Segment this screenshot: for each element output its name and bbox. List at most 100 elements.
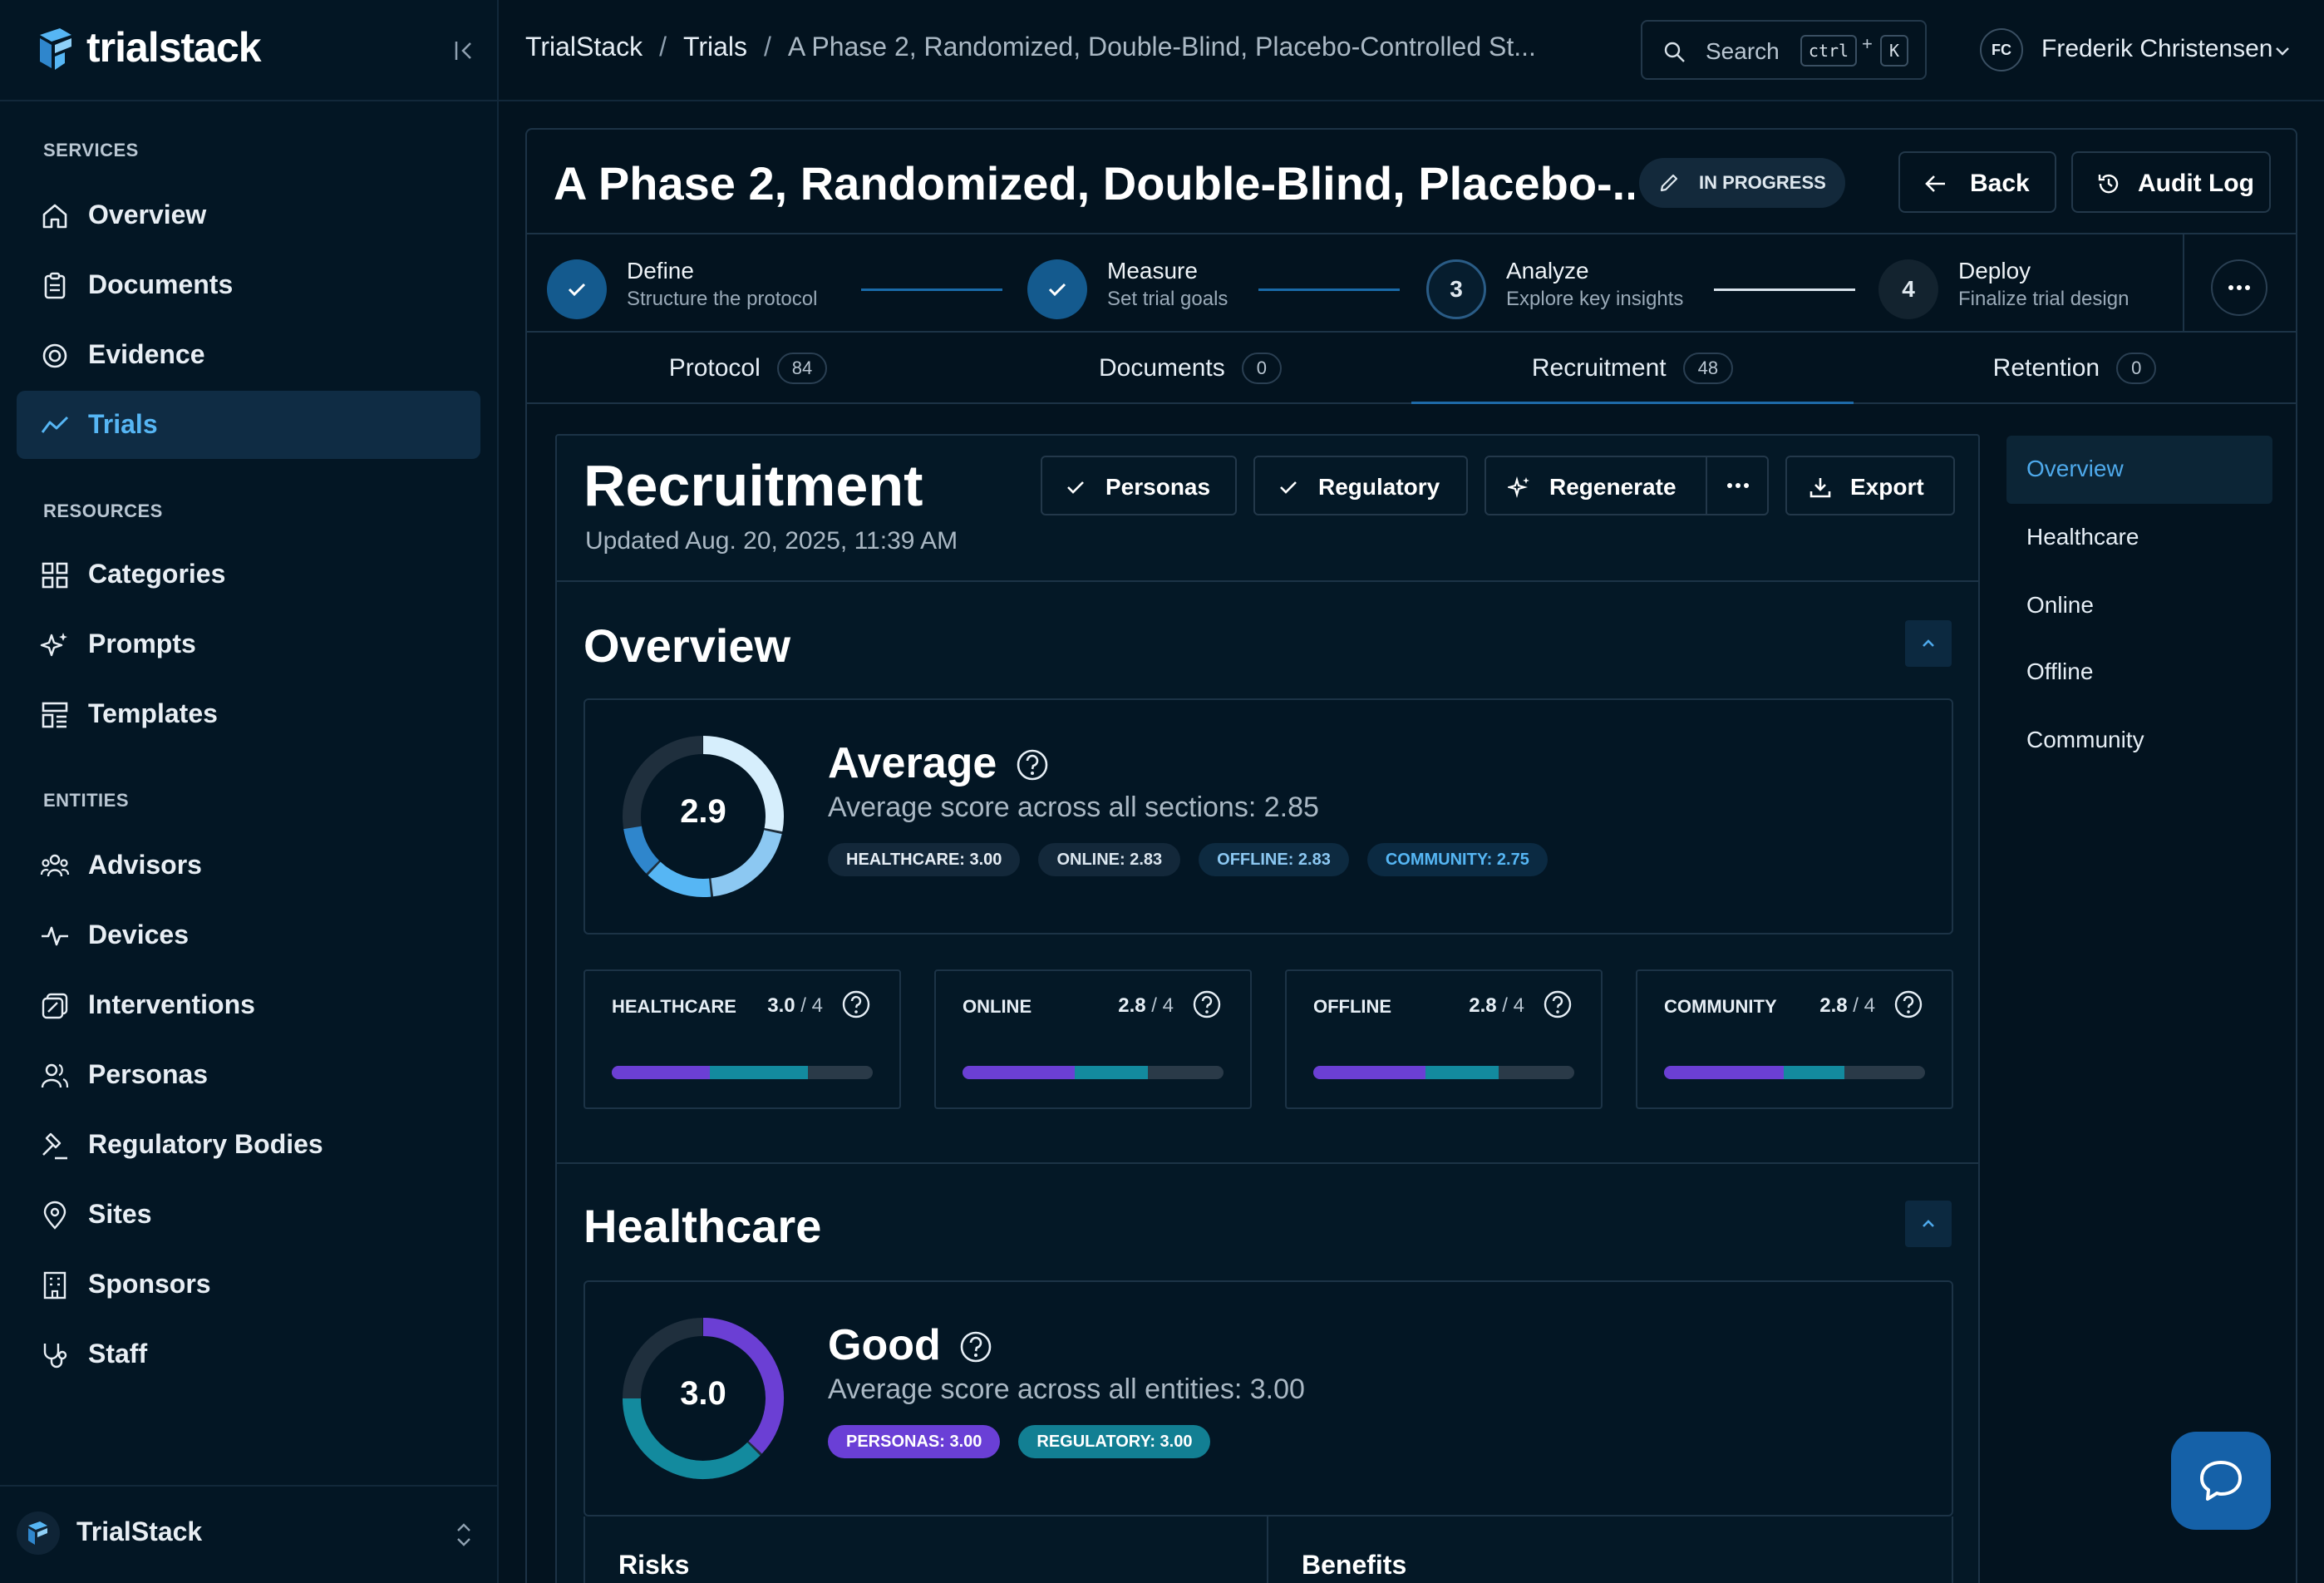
toc-label: Community xyxy=(2026,727,2144,752)
regulatory-button[interactable]: Regulatory xyxy=(1253,456,1468,515)
help-icon[interactable] xyxy=(1016,748,1049,782)
step-define-circle[interactable] xyxy=(547,259,607,319)
breadcrumb-trialstack[interactable]: TrialStack xyxy=(525,32,643,62)
sidebar-item-label: Trials xyxy=(88,409,158,439)
check-icon xyxy=(568,283,586,297)
healthcare-rating: Good xyxy=(828,1321,941,1369)
metric-bar-segment-personas xyxy=(963,1066,1076,1079)
sidebar-item-label: Prompts xyxy=(88,629,196,658)
score-chip: ONLINE: 2.83 xyxy=(1038,843,1181,876)
collapse-sidebar-icon[interactable] xyxy=(452,38,477,63)
metric-card-online: ONLINE 2.8 / 4 xyxy=(934,969,1252,1109)
toc-offline[interactable]: Offline xyxy=(2006,639,2272,707)
check-icon xyxy=(1067,481,1084,494)
user-name: Frederik Christensen xyxy=(2041,35,2273,62)
collapse-overview-button[interactable] xyxy=(1905,620,1952,667)
metric-bar-segment-personas xyxy=(1664,1066,1785,1079)
step-measure-circle[interactable] xyxy=(1027,259,1087,319)
sidebar-item-prompts[interactable]: Prompts xyxy=(17,610,480,678)
toc-label: Healthcare xyxy=(2026,524,2139,550)
tab-label: Recruitment xyxy=(1531,354,1667,382)
help-icon[interactable] xyxy=(1543,989,1573,1019)
step-name: Define xyxy=(627,258,694,284)
status-badge[interactable]: IN PROGRESS xyxy=(1639,158,1845,208)
sidebar-item-sites[interactable]: Sites xyxy=(17,1181,480,1249)
tab-retention[interactable]: Retention 0 xyxy=(1854,334,2296,402)
toc-label: Online xyxy=(2026,592,2094,618)
breadcrumb-trials[interactable]: Trials xyxy=(682,32,747,62)
help-icon[interactable] xyxy=(841,989,871,1019)
search-button[interactable]: Search ctrl + K xyxy=(1641,20,1927,80)
trend-icon xyxy=(41,416,69,433)
overview-description: Average score across all sections: 2.85 xyxy=(828,792,1319,823)
more-options-button[interactable] xyxy=(2211,259,2267,316)
brand-name[interactable]: trialstack xyxy=(86,24,262,71)
tab-protocol[interactable]: Protocol 84 xyxy=(527,334,969,402)
overview-section: Overview 2.9 Average Average score acros… xyxy=(557,580,1978,1162)
export-button[interactable]: Export xyxy=(1785,456,1955,515)
help-icon[interactable] xyxy=(1893,989,1923,1019)
metric-name: OFFLINE xyxy=(1313,996,1392,1017)
benefits-column: Benefits xyxy=(1268,1516,1953,1583)
page-title: A Phase 2, Randomized, Double-Blind, Pla… xyxy=(554,157,1634,210)
metric-progress-bar xyxy=(1313,1066,1574,1079)
breadcrumb: TrialStack / Trials / A Phase 2, Randomi… xyxy=(525,32,1536,62)
more-horizontal-icon[interactable] xyxy=(1726,482,1750,489)
stepper-more xyxy=(2183,234,2296,331)
back-label: Back xyxy=(1970,170,2030,197)
sidebar-item-templates[interactable]: Templates xyxy=(17,680,480,748)
metric-card-community: COMMUNITY 2.8 / 4 xyxy=(1636,969,1953,1109)
progress-stepper: Define Structure the protocol Measure Se… xyxy=(527,233,2296,333)
healthcare-score-donut xyxy=(623,1318,784,1479)
kbd-ctrl: ctrl xyxy=(1800,35,1857,67)
tab-count: 0 xyxy=(2116,353,2157,384)
sidebar-item-label: Devices xyxy=(88,920,189,949)
metric-bar-segment-personas xyxy=(612,1066,710,1079)
tab-documents[interactable]: Documents 0 xyxy=(969,334,1411,402)
sidebar-item-personas[interactable]: Personas xyxy=(17,1041,480,1109)
chevron-up-down-icon xyxy=(457,1523,470,1546)
tab-count: 84 xyxy=(776,353,828,384)
metric-cards: HEALTHCARE 3.0 / 4 ONLINE 2.8 / 4 OFFLINE 2.8… xyxy=(583,969,1953,1111)
audit-log-button[interactable]: Audit Log xyxy=(2071,151,2271,213)
back-button[interactable]: Back xyxy=(1898,151,2056,213)
healthcare-score-card: 3.0 Good Average score across all entiti… xyxy=(583,1280,1953,1516)
help-icon[interactable] xyxy=(1192,989,1222,1019)
tab-label: Protocol xyxy=(668,354,761,382)
chat-button[interactable] xyxy=(2171,1432,2271,1530)
search-label: Search xyxy=(1706,38,1780,64)
sidebar-item-advisors[interactable]: Advisors xyxy=(17,831,480,900)
toc-overview[interactable]: Overview xyxy=(2006,436,2272,504)
step-deploy-circle[interactable]: 4 xyxy=(1878,259,1938,319)
workspace-switcher[interactable]: TrialStack xyxy=(0,1485,497,1583)
sidebar-item-interventions[interactable]: Interventions xyxy=(17,971,480,1039)
tab-label: Documents xyxy=(1099,354,1225,382)
personas-button[interactable]: Personas xyxy=(1041,456,1237,515)
metric-score: 2.8 xyxy=(1819,994,1848,1017)
sidebar-item-evidence[interactable]: Evidence xyxy=(17,321,480,389)
help-icon[interactable] xyxy=(959,1330,992,1364)
donut-segment-offline xyxy=(647,861,711,897)
sidebar-item-regulatory-bodies[interactable]: Regulatory Bodies xyxy=(17,1111,480,1179)
sidebar-item-trials[interactable]: Trials xyxy=(17,391,480,459)
toc-healthcare[interactable]: Healthcare xyxy=(2006,504,2272,572)
toc-community[interactable]: Community xyxy=(2006,707,2272,775)
metric-max: / 4 xyxy=(1847,994,1875,1017)
trial-panel: A Phase 2, Randomized, Double-Blind, Pla… xyxy=(525,128,2297,1583)
trialstack-logo-icon[interactable] xyxy=(35,27,76,72)
sidebar-item-sponsors[interactable]: Sponsors xyxy=(17,1250,480,1319)
sidebar-item-documents[interactable]: Documents xyxy=(17,251,480,319)
metric-max: / 4 xyxy=(1145,994,1174,1017)
updated-timestamp: Updated Aug. 20, 2025, 11:39 AM xyxy=(585,527,958,555)
regenerate-button[interactable]: Regenerate xyxy=(1485,456,1769,515)
chevron-down-icon xyxy=(2276,47,2289,56)
score-chip: HEALTHCARE: 3.00 xyxy=(828,843,1021,876)
collapse-healthcare-button[interactable] xyxy=(1905,1201,1952,1247)
sidebar-item-devices[interactable]: Devices xyxy=(17,901,480,969)
toc-online[interactable]: Online xyxy=(2006,572,2272,640)
step-analyze-circle[interactable]: 3 xyxy=(1426,259,1486,319)
tab-recruitment[interactable]: Recruitment 48 xyxy=(1411,334,1854,404)
sidebar-item-overview[interactable]: Overview xyxy=(17,181,480,249)
sidebar-item-staff[interactable]: Staff xyxy=(17,1320,480,1388)
sidebar-item-categories[interactable]: Categories xyxy=(17,540,480,609)
